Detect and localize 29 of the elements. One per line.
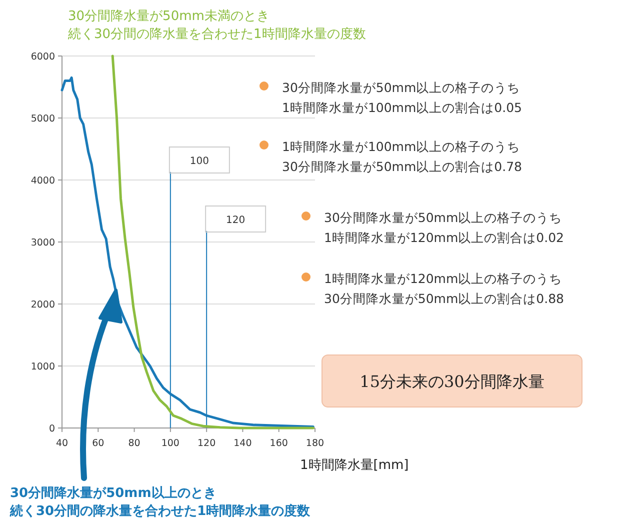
text: 30分間降水量が50mm以上の格子のうち bbox=[324, 210, 562, 225]
ref-line-label: 100 bbox=[190, 156, 209, 167]
ref-line-label: 120 bbox=[226, 215, 246, 226]
text: 30分間降水量が50mm未満のとき続く30分間の降水量を合わせた1時間降水量の度数 bbox=[67, 9, 366, 42]
y-tick-label: 3000 bbox=[30, 238, 55, 248]
y-tick-label: 4000 bbox=[30, 176, 55, 186]
x-tick-label: 60 bbox=[92, 438, 104, 449]
x-tick-label: 100 bbox=[161, 438, 180, 449]
text: 1時間降水量が120mm以上の割合は0.02 bbox=[324, 230, 564, 245]
annotation: 1時間降水量が100mm以上の割合は0.05 bbox=[282, 100, 522, 115]
y-tick-label: 5000 bbox=[30, 114, 55, 124]
y-tick-label: 1000 bbox=[30, 362, 55, 372]
x-axis-title: 1時間降水量[mm] bbox=[300, 458, 409, 473]
text: 1時間降水量が120mm以上の格子のうち bbox=[324, 271, 562, 286]
y-tick-label: 6000 bbox=[30, 52, 55, 62]
annotation: 1時間降水量が100mm以上の格子のうち bbox=[282, 139, 520, 154]
y-tick-label: 0 bbox=[48, 424, 55, 434]
text: 30分間降水量が50mm以上のとき続く30分間の降水量を合わせた1時間降水量の度数 bbox=[9, 486, 312, 519]
x-tick-label: 140 bbox=[234, 438, 252, 449]
x-tick-label: 120 bbox=[198, 438, 216, 449]
annotation: 30分間降水量が50mm以上の格子のうち bbox=[282, 80, 520, 95]
text: 15分未来の30分間降水量 bbox=[360, 372, 544, 391]
annotation: 30分間降水量が50mm以上の割合は0.78 bbox=[282, 159, 522, 174]
x-tick-label: 160 bbox=[270, 438, 288, 449]
x-tick-label: 80 bbox=[128, 438, 140, 449]
y-tick-label: 2000 bbox=[30, 300, 55, 310]
x-tick-label: 180 bbox=[306, 438, 324, 449]
x-tick-label: 40 bbox=[56, 438, 68, 449]
text: 30分間降水量が50mm以上の割合は0.88 bbox=[324, 291, 564, 306]
